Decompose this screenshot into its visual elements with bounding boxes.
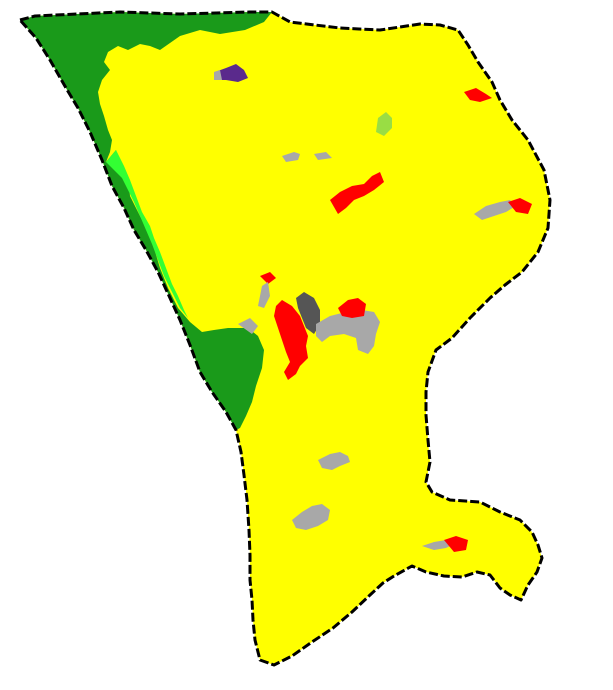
urban-patch-northeast [464, 88, 492, 102]
barren-patch-north-1 [282, 152, 300, 162]
barren-patch-southeast [422, 540, 454, 550]
municipality-boundary [18, 10, 552, 667]
barren-patch-south-1 [318, 452, 350, 470]
barren-patch-central-wedge [238, 318, 258, 334]
urban-patch-east [508, 198, 532, 214]
meadow-patch [376, 112, 392, 136]
grassland-strip [106, 150, 188, 318]
urban-patch-center-north [330, 172, 384, 214]
barren-patch-north-2 [314, 152, 332, 160]
urban-patch-central-small [260, 272, 276, 284]
water-patch [215, 64, 248, 82]
urban-patch-central-east [338, 298, 366, 318]
urban-patch-southeast [444, 536, 468, 552]
urban-patch-central-town [274, 300, 308, 380]
barren-patch-east [474, 200, 516, 220]
forest-zone-west [102, 150, 264, 430]
forest-zone-northwest [20, 12, 272, 162]
barren-patch-south-2 [292, 504, 330, 530]
dark-built-patch-central [296, 292, 320, 334]
barren-patch-central-east [316, 310, 380, 354]
water-patch-grey-edge [214, 70, 222, 80]
barren-patch-central-strip [258, 282, 270, 308]
